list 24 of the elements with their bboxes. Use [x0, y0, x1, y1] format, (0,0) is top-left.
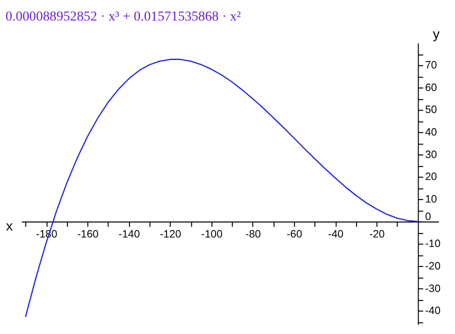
y-tick-label: 0: [425, 211, 432, 224]
x-tick-label: -40: [328, 228, 344, 241]
x-tick-label: -80: [245, 228, 261, 241]
y-tick-label: 30: [425, 148, 438, 161]
y-tick-label: 10: [425, 194, 438, 206]
x-tick-label: -100: [201, 228, 223, 241]
y-tick-label: 50: [425, 104, 438, 116]
chart-title: 0.000088952852 · x³ + 0.01571535868 · x²: [6, 8, 241, 24]
y-tick-label: 40: [425, 126, 438, 139]
y-tick-label: 70: [425, 60, 438, 72]
x-tick-label: -160: [77, 228, 99, 241]
y-tick-label: -10: [425, 238, 441, 250]
y-axis-title: y: [432, 26, 440, 42]
x-axis-title: x: [6, 218, 14, 234]
y-tick-label: 20: [425, 171, 438, 184]
line-series: [24, 58, 418, 318]
x-tick-label: -140: [118, 228, 140, 241]
x-tick-label: -60: [286, 228, 302, 241]
y-tick-label: -20: [425, 260, 441, 273]
y-tick-label: -30: [425, 282, 441, 295]
y-tick-label: -40: [425, 305, 441, 318]
x-tick-label: -120: [160, 228, 182, 241]
y-tick-label: 60: [425, 82, 438, 94]
x-tick-label: -20: [369, 228, 385, 241]
